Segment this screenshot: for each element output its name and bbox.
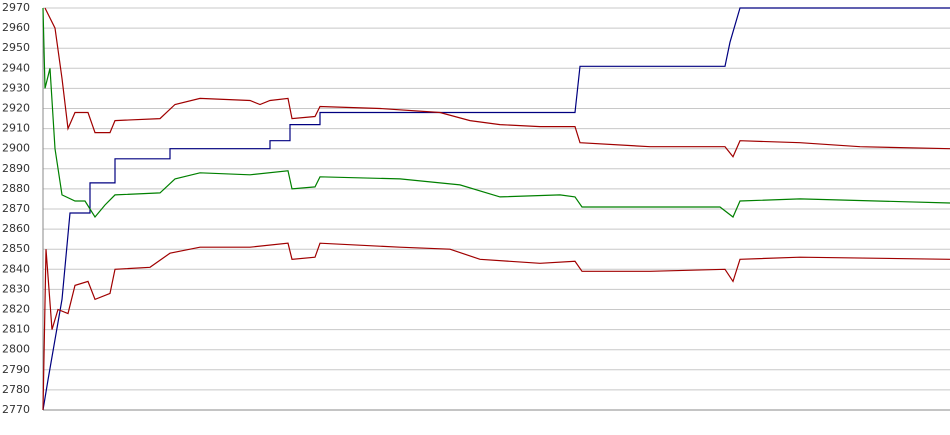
y-tick-label: 2770 <box>2 403 30 416</box>
y-tick-label: 2970 <box>2 1 30 14</box>
y-tick-label: 2880 <box>2 182 30 195</box>
y-tick-label: 2800 <box>2 343 30 356</box>
y-tick-label: 2870 <box>2 202 30 215</box>
y-tick-label: 2950 <box>2 41 30 54</box>
y-tick-label: 2850 <box>2 242 30 255</box>
y-tick-label: 2820 <box>2 303 30 316</box>
y-tick-label: 2780 <box>2 383 30 396</box>
y-tick-label: 2930 <box>2 81 30 94</box>
y-tick-label: 2830 <box>2 282 30 295</box>
series-line <box>44 7 950 158</box>
y-tick-label: 2810 <box>2 323 30 336</box>
y-tick-label: 2790 <box>2 363 30 376</box>
y-tick-label: 2920 <box>2 102 30 115</box>
y-tick-label: 2940 <box>2 61 30 74</box>
series-line <box>42 7 950 219</box>
y-tick-label: 2840 <box>2 262 30 275</box>
series-line <box>42 242 950 411</box>
y-tick-label: 2910 <box>2 122 30 135</box>
y-tick-label: 2860 <box>2 222 30 235</box>
y-tick-label: 2900 <box>2 142 30 155</box>
y-tick-label: 2890 <box>2 162 30 175</box>
y-tick-label: 2960 <box>2 21 30 34</box>
series-line <box>42 7 950 411</box>
